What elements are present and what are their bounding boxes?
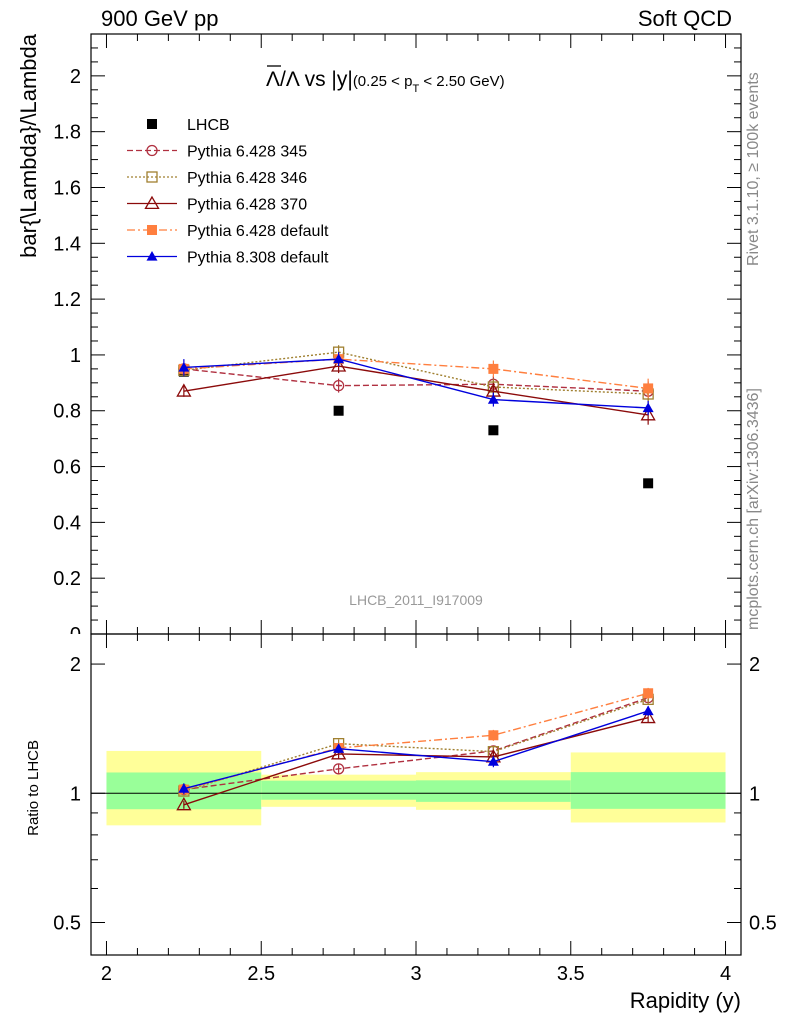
x-tick-label: 3.5 — [557, 963, 585, 985]
ratio-series-4 — [178, 705, 654, 795]
main-series-5 — [178, 352, 654, 415]
x-axis-title: Rapidity (y) — [630, 988, 741, 1013]
ratio-data-point — [642, 705, 654, 716]
ratio-y-tick-label: 1 — [70, 783, 81, 805]
main-data-point — [488, 363, 499, 374]
ratio-data-point — [178, 783, 190, 793]
main-data-point — [488, 425, 499, 436]
main-data-point — [176, 383, 192, 397]
main-y-tick-label: 1 — [70, 345, 81, 367]
ratio-data-point — [176, 797, 192, 811]
band-inner-3 — [570, 772, 726, 809]
legend-entry-5: Pythia 8.308 default — [127, 250, 329, 267]
header-right-label: Soft QCD — [637, 6, 732, 31]
main-series-0 — [178, 366, 654, 489]
ratio-series-line — [183, 698, 649, 792]
main-series-line — [183, 365, 649, 416]
ratio-data-point — [488, 730, 499, 741]
main-y-axis: 0.2 0.4 0.6 0.8 1 1.2 1.4 1.6 1.8 2 0 — [53, 33, 741, 646]
legend-label: Pythia 6.428 default — [187, 223, 329, 240]
legend-label: Pythia 6.428 370 — [187, 197, 307, 214]
main-data-point — [487, 394, 499, 404]
analysis-watermark: LHCB_2011_I917009 — [349, 592, 483, 608]
main-series-line — [183, 351, 649, 395]
x-tick-label: 2.5 — [247, 963, 275, 985]
main-series-2 — [178, 345, 654, 404]
legend-label: Pythia 6.428 345 — [187, 144, 307, 161]
main-data-point — [643, 478, 654, 489]
header-left-label: 900 GeV pp — [101, 6, 219, 31]
main-y-tick-label: 0.4 — [53, 512, 81, 534]
ratio-y-axis: 0.5 0.5 1 1 2 2 — [53, 654, 777, 934]
plot-title-main: Λ/Λ vs |y| — [266, 68, 353, 91]
ratio-data-point — [487, 756, 499, 766]
legend-marker — [147, 119, 157, 129]
main-data-point — [642, 402, 654, 413]
main-data-point — [640, 407, 656, 421]
main-data-point — [333, 353, 345, 364]
legend-label: LHCB — [187, 117, 230, 134]
main-series-line — [183, 368, 649, 392]
main-y-tick-label: 1.2 — [53, 289, 81, 311]
legend-entry-3: Pythia 6.428 370 — [127, 195, 307, 214]
main-data-point — [333, 405, 344, 416]
main-series-4 — [178, 352, 654, 399]
main-y-tick-label: 0 — [70, 624, 81, 646]
legend-marker — [146, 251, 158, 261]
ratio-series-line — [183, 710, 649, 790]
main-series-line — [183, 358, 649, 409]
ratio-y-tick-label: 0.5 — [53, 912, 81, 934]
main-series-line — [183, 358, 649, 390]
ratio-y-tick-label: 2 — [70, 654, 81, 676]
main-data-point — [332, 379, 345, 392]
main-y-tick-label: 1.6 — [53, 177, 81, 199]
main-data-point — [330, 358, 347, 372]
legend-marker — [146, 171, 158, 183]
main-y-tick-label: 1.4 — [53, 233, 81, 255]
main-series-1 — [178, 363, 654, 401]
x-tick-label: 2 — [101, 963, 112, 985]
ratio-data-point — [643, 688, 654, 699]
main-series-3 — [176, 358, 656, 425]
ratio-y-axis-title: Ratio to LHCB — [25, 740, 42, 836]
ratio-data-point — [332, 763, 345, 775]
plot-title-sub-end: < 2.50 GeV) — [419, 73, 504, 90]
legend: LHCB Pythia 6.428 345 Pythia 6.428 346 Pyth… — [127, 117, 329, 267]
legend-marker — [146, 144, 158, 157]
legend-entry-2: Pythia 6.428 346 — [127, 170, 307, 187]
main-y-tick-label: 0.6 — [53, 457, 81, 479]
ratio-y-tick-label-right: 0.5 — [749, 912, 777, 934]
ratio-y-tick-label-right: 2 — [749, 654, 760, 676]
ratio-data-point — [640, 709, 656, 724]
legend-label: Pythia 8.308 default — [187, 250, 329, 267]
legend-entry-1: Pythia 6.428 345 — [127, 144, 307, 161]
main-y-tick-label: 0.8 — [53, 401, 81, 423]
ratio-data-point — [333, 743, 345, 753]
band-inner-2 — [416, 780, 571, 802]
plot-title-subscript: T — [412, 83, 419, 95]
legend-entry-4: Pythia 6.428 default — [127, 223, 329, 240]
ratio-y-tick-label-right: 1 — [749, 783, 760, 805]
ratio-data-point — [330, 746, 347, 760]
main-y-tick-label: 1.8 — [53, 122, 81, 144]
legend-label: Pythia 6.428 346 — [187, 170, 307, 187]
main-data-point — [643, 383, 654, 394]
main-y-axis-title: bar{\Lambda}/\Lambda — [16, 33, 41, 258]
band-inner-1 — [261, 780, 416, 800]
main-y-tick-label: 0.2 — [53, 568, 81, 590]
main-data-point — [178, 361, 190, 372]
legend-entry-0: LHCB — [147, 117, 230, 134]
ratio-series-line — [183, 697, 649, 791]
x-tick-label: 4 — [720, 963, 731, 985]
main-y-tick-label: 2 — [70, 66, 81, 88]
x-tick-label: 3 — [410, 963, 421, 985]
legend-marker — [144, 195, 160, 210]
x-axis: 2 2.5 3 3.5 4 — [101, 34, 731, 985]
legend-marker — [147, 225, 157, 235]
reference-bands — [106, 750, 726, 826]
plot-title-sub: (0.25 < p — [353, 73, 413, 90]
plot-title: Λ/Λ vs |y|(0.25 < pT < 2.50 GeV) — [266, 68, 505, 95]
